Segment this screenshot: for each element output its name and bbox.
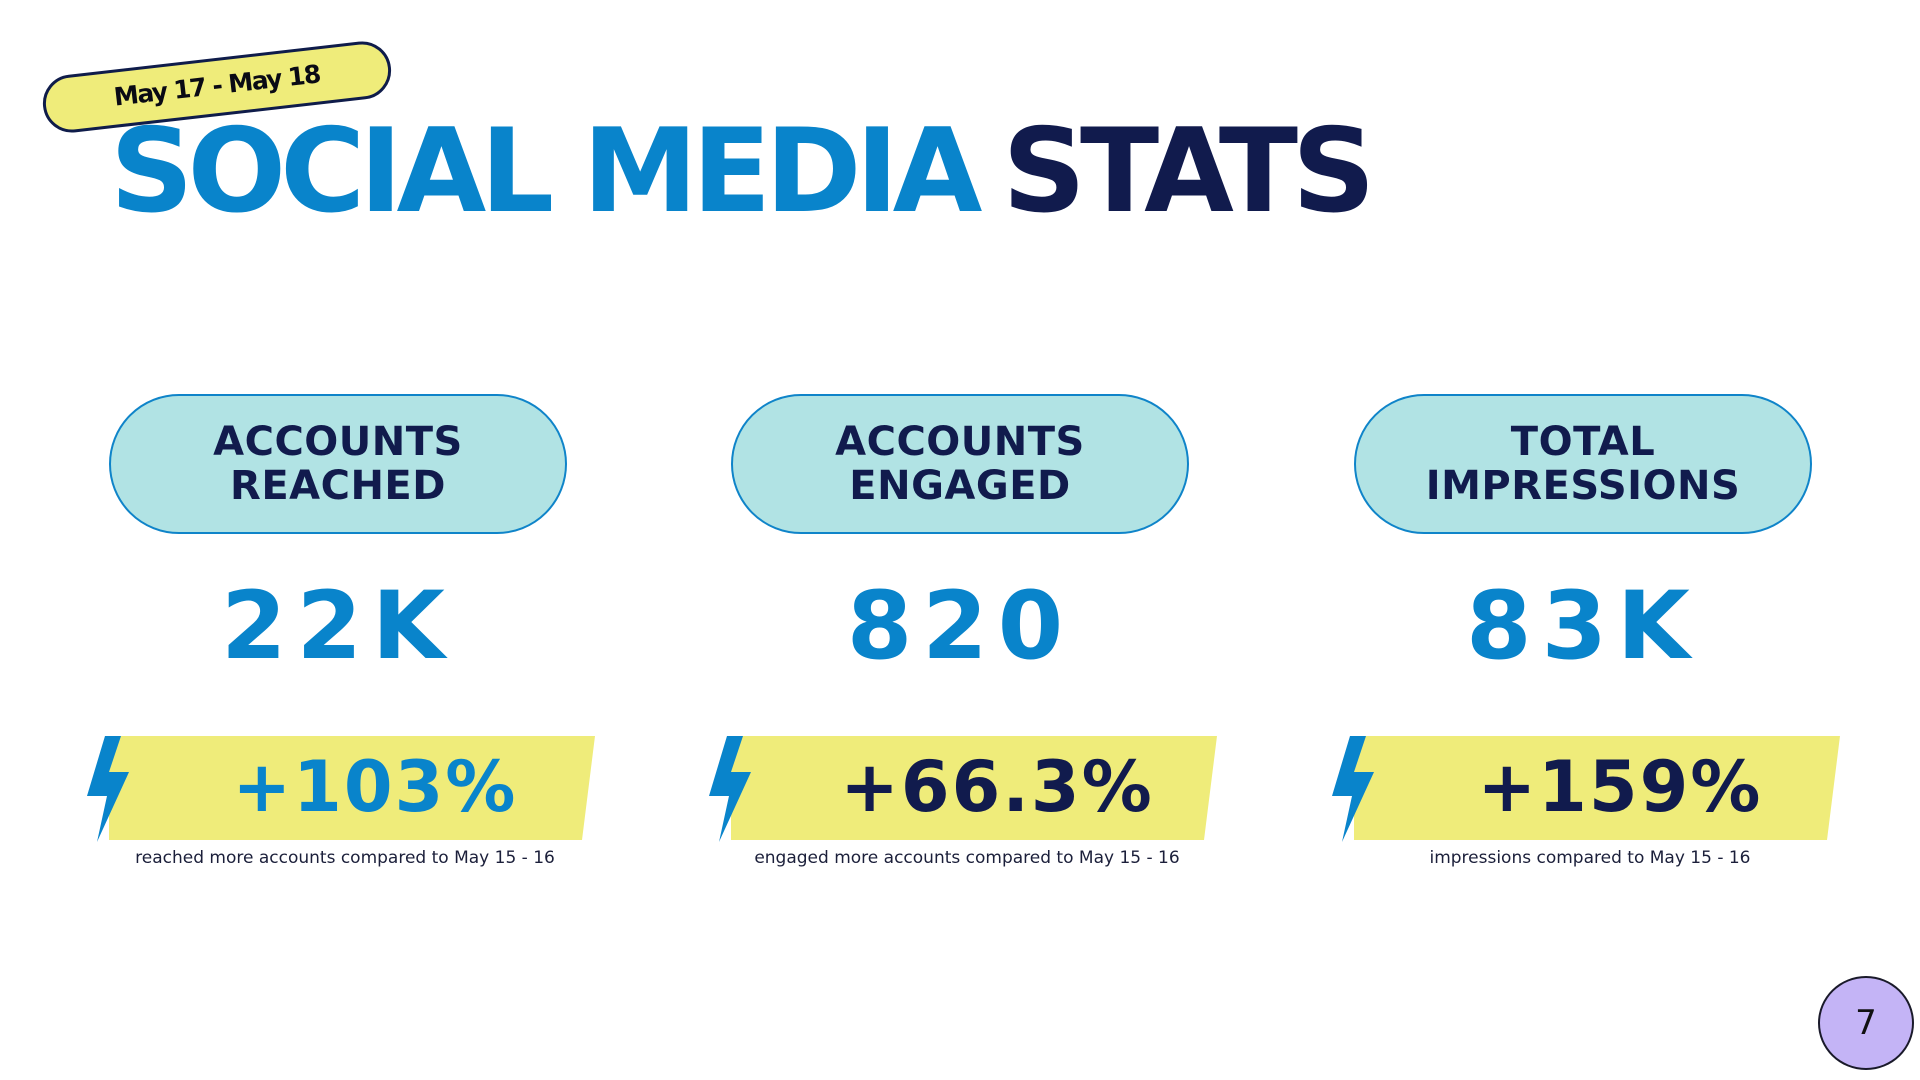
stat-label-line1: ACCOUNTS bbox=[213, 419, 463, 465]
stat-label-line2: REACHED bbox=[230, 463, 446, 509]
stat-change: +159% bbox=[1477, 746, 1763, 828]
change-banner: +103% bbox=[85, 736, 605, 842]
title-stats: STATS bbox=[1002, 104, 1375, 239]
stat-value: 22K bbox=[221, 572, 455, 681]
stat-label-pill: ACCOUNTS REACHED bbox=[109, 394, 567, 534]
page-title: SOCIAL MEDIA STATS bbox=[110, 114, 1376, 230]
stat-caption: reached more accounts compared to May 15… bbox=[135, 848, 555, 868]
stat-label-line2: ENGAGED bbox=[849, 463, 1071, 509]
change-banner: +159% bbox=[1330, 736, 1850, 842]
stat-label-line2: IMPRESSIONS bbox=[1425, 463, 1741, 509]
stat-label-line1: ACCOUNTS bbox=[835, 419, 1085, 465]
stat-label-pill: ACCOUNTS ENGAGED bbox=[731, 394, 1189, 534]
banner-shape bbox=[709, 736, 1217, 842]
stat-label-pill: TOTAL IMPRESSIONS bbox=[1354, 394, 1812, 534]
stat-caption: impressions compared to May 15 - 16 bbox=[1429, 848, 1751, 868]
stat-change: +103% bbox=[232, 746, 518, 828]
stat-caption: engaged more accounts compared to May 15… bbox=[754, 848, 1180, 868]
lightning-bolt-icon bbox=[709, 736, 751, 842]
stat-value: 820 bbox=[846, 572, 1074, 681]
page-number-badge: 7 bbox=[1818, 976, 1914, 1070]
stat-value: 83K bbox=[1466, 572, 1700, 681]
banner-shape bbox=[1332, 736, 1840, 842]
stat-change: +66.3% bbox=[840, 746, 1154, 828]
lightning-bolt-icon bbox=[87, 736, 129, 842]
title-social-media: SOCIAL MEDIA bbox=[110, 104, 982, 239]
stat-label-line1: TOTAL bbox=[1510, 419, 1656, 465]
lightning-bolt-icon bbox=[1332, 736, 1374, 842]
banner-shape bbox=[87, 736, 595, 842]
change-banner: +66.3% bbox=[707, 736, 1227, 842]
